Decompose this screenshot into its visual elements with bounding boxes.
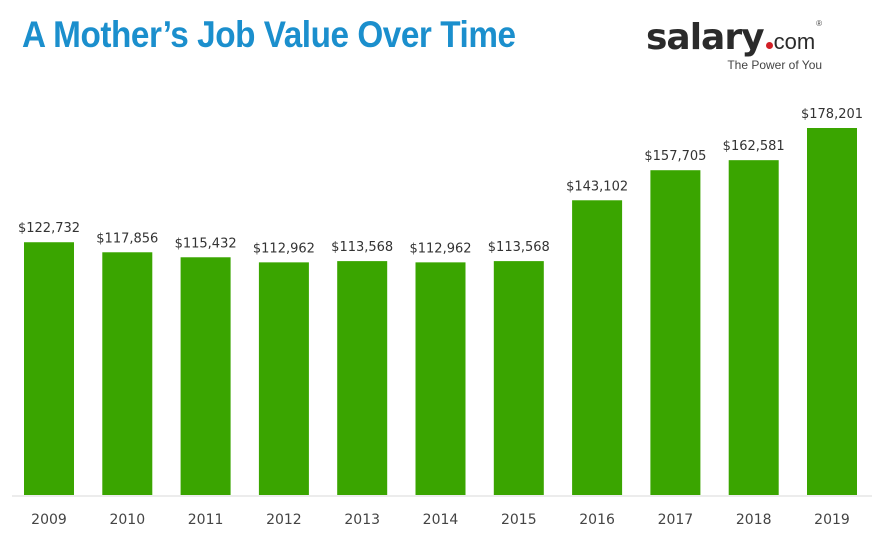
logo-wordmark: salary com ® — [646, 20, 822, 56]
bar-2012 — [258, 262, 309, 495]
x-tick-2019: 2019 — [814, 512, 850, 528]
bar-2009 — [24, 242, 74, 495]
logo-com: com — [773, 29, 816, 54]
bar-2010 — [102, 252, 153, 495]
data-label-2013: $113,568 — [331, 240, 393, 255]
x-tick-2012: 2012 — [266, 512, 302, 528]
data-label-2014: $112,962 — [409, 241, 471, 256]
bar-2019 — [807, 128, 857, 495]
logo-tagline: The Power of You — [727, 58, 823, 72]
logo-registered: ® — [816, 19, 823, 28]
x-tick-2010: 2010 — [109, 512, 145, 528]
salary-com-logo: salary com ® The Power of You — [646, 20, 822, 72]
x-tick-2011: 2011 — [188, 512, 224, 528]
data-label-2019: $178,201 — [801, 107, 863, 122]
bar-2013 — [337, 261, 388, 495]
x-tick-2009: 2009 — [31, 512, 67, 528]
data-label-2010: $117,856 — [96, 231, 158, 246]
bar-2011 — [180, 257, 231, 495]
x-tick-2013: 2013 — [344, 512, 380, 528]
data-label-2017: $157,705 — [644, 149, 706, 164]
bar-2018 — [728, 160, 779, 496]
x-tick-2014: 2014 — [423, 512, 459, 528]
x-tick-2015: 2015 — [501, 512, 537, 528]
bar-2016 — [572, 200, 623, 496]
data-label-2012: $112,962 — [253, 241, 315, 256]
bar-2015 — [493, 261, 544, 495]
x-tick-2016: 2016 — [579, 512, 615, 528]
logo-red-dot — [765, 42, 773, 49]
x-tick-2017: 2017 — [658, 512, 694, 528]
bar-2017 — [650, 170, 701, 495]
data-label-2015: $113,568 — [488, 240, 550, 255]
chart-title: A Mother’s Job Value Over Time — [22, 14, 516, 55]
data-label-2016: $143,102 — [566, 179, 628, 194]
logo-word: salary — [646, 17, 765, 58]
bar-2014 — [415, 262, 466, 495]
x-tick-2018: 2018 — [736, 512, 772, 528]
data-label-2009: $122,732 — [18, 221, 80, 236]
data-label-2011: $115,432 — [175, 236, 237, 251]
data-label-2018: $162,581 — [723, 139, 785, 154]
